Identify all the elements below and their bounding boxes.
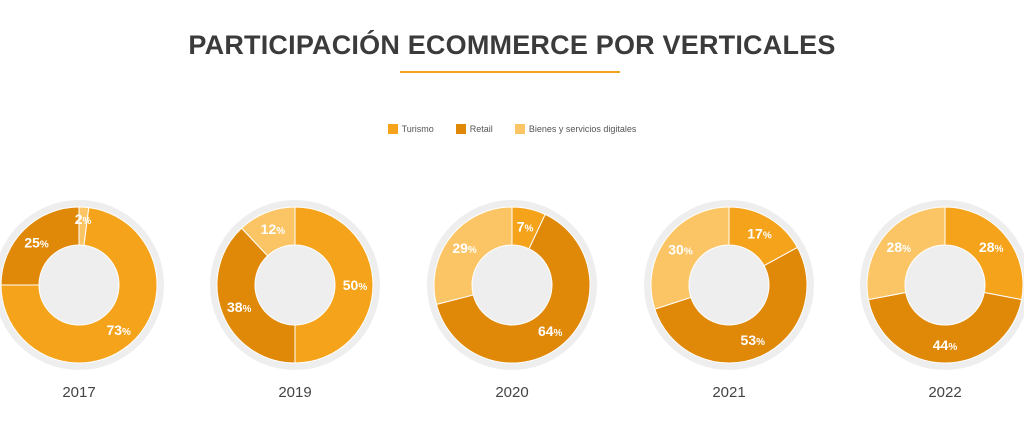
slice-retail-2020[interactable] <box>435 213 591 364</box>
slice-bienes-y-servicios-digitales-2021[interactable] <box>650 206 730 310</box>
slice-bienes-y-servicios-digitales-2020[interactable] <box>433 206 513 306</box>
legend-item-retail[interactable]: Retail <box>455 124 493 134</box>
slice-label-turismo-2021: 17% <box>747 225 772 241</box>
legend: Turismo Retail Bienes y servicios digita… <box>0 124 1024 134</box>
legend-swatch-turismo <box>387 124 398 134</box>
year-label-2021: 2021 <box>712 384 745 401</box>
legend-label-bienes: Bienes y servicios digitales <box>528 124 637 134</box>
slice-label-retail-2022: 44% <box>933 337 958 353</box>
year-label-2020: 2020 <box>495 384 528 401</box>
slice-label-bienes-y-servicios-digitales-2021: 30% <box>668 242 693 258</box>
legend-swatch-bienes <box>514 124 525 134</box>
slice-retail-2022[interactable] <box>867 291 1023 364</box>
slice-retail-2019[interactable] <box>216 227 296 364</box>
donut-2022: 28% 44% 28% 2022 <box>860 200 1024 401</box>
slice-label-bienes-y-servicios-digitales-2020: 29% <box>452 240 477 256</box>
slice-label-turismo-2022: 28% <box>979 239 1004 255</box>
legend-item-turismo[interactable]: Turismo <box>387 124 434 134</box>
slice-turismo-2019[interactable] <box>294 206 374 364</box>
slice-label-bienes-y-servicios-digitales-2019: 12% <box>261 221 286 237</box>
slice-retail-2017[interactable] <box>0 206 80 286</box>
slice-label-turismo-2020: 7% <box>517 218 534 234</box>
chart-title: PARTICIPACIÓN ECOMMERCE POR VERTICALES <box>188 30 836 60</box>
slice-label-retail-2020: 64% <box>538 323 563 339</box>
slice-label-turismo-2019: 50% <box>343 277 368 293</box>
slice-retail-2021[interactable] <box>654 246 808 364</box>
slice-label-bienes-y-servicios-digitales-2022: 28% <box>887 239 912 255</box>
donut-2021: 17% 53% 30% 2021 <box>644 200 814 401</box>
slice-label-turismo-2017: 73% <box>106 322 131 338</box>
legend-item-bienes[interactable]: Bienes y servicios digitales <box>514 124 637 134</box>
slice-label-retail-2019: 38% <box>227 299 252 315</box>
legend-swatch-retail <box>455 124 466 134</box>
slice-turismo-2022[interactable] <box>944 206 1024 301</box>
title-underline <box>400 71 620 73</box>
slice-turismo-2017[interactable] <box>0 207 158 364</box>
slice-bienes-y-servicios-digitales-2019[interactable] <box>240 206 296 257</box>
slice-label-bienes-y-servicios-digitales-2017: 2% <box>75 211 92 227</box>
legend-label-turismo: Turismo <box>401 124 434 134</box>
slice-label-retail-2017: 25% <box>24 235 49 251</box>
donut-2020: 7% 64% 29% 2020 <box>427 200 597 401</box>
year-label-2017: 2017 <box>62 384 95 401</box>
slice-label-retail-2021: 53% <box>741 332 766 348</box>
donut-2017: 2% 73% 25% 2017 <box>0 200 164 401</box>
year-label-2022: 2022 <box>928 384 961 401</box>
slice-bienes-y-servicios-digitales-2022[interactable] <box>866 206 946 301</box>
donut-2019: 50% 38% 12% 2019 <box>210 200 380 401</box>
legend-label-retail: Retail <box>469 124 493 134</box>
year-label-2019: 2019 <box>278 384 311 401</box>
